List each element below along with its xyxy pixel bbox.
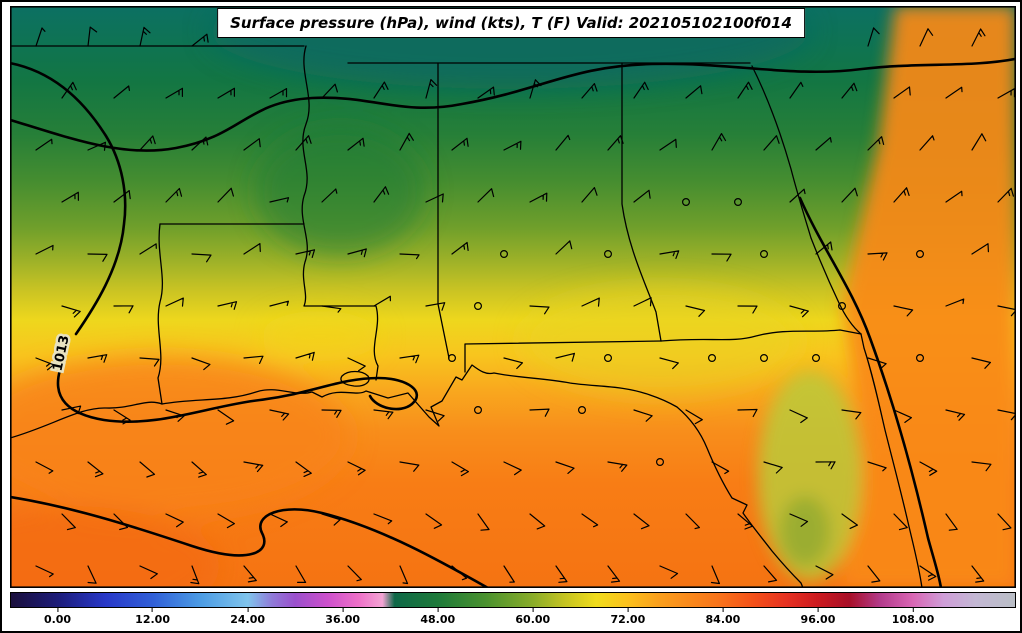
- alabama-florida-border: [464, 340, 662, 373]
- map-frame: [10, 6, 1016, 588]
- colorbar-tick-label: 48.00: [420, 613, 456, 626]
- calm-wind-circle: [500, 250, 509, 259]
- colorbar-tick-mark: [722, 608, 724, 612]
- florida-green-spot: [780, 496, 830, 566]
- colorbar-ticks: 0.00 12.00 24.00 36.00 48.00 60.00 72.00 84.00 9…: [10, 608, 1016, 630]
- colorbar-tick-mark: [912, 608, 914, 612]
- colorbar-tick: 0.00: [44, 608, 71, 626]
- georgia-florida-border: [660, 329, 862, 342]
- mississippi-river-border: [301, 45, 379, 381]
- map-canvas: 1013: [10, 6, 1016, 588]
- colorbar-tick: 12.00: [135, 608, 170, 626]
- colorbar-tick-mark: [627, 608, 629, 612]
- colorbar-tick-mark: [57, 608, 59, 612]
- alabama-georgia-border: [621, 62, 662, 342]
- colorbar-tick: 84.00: [705, 608, 741, 626]
- colorbar-tick: 96.00: [800, 608, 836, 626]
- calm-wind-circle: [915, 250, 924, 259]
- calm-wind-circle: [915, 354, 924, 363]
- calm-wind-circle: [474, 302, 483, 311]
- colorbar-tick-label: 0.00: [43, 613, 72, 626]
- colorbar-tick-mark: [437, 608, 439, 612]
- wind-barbs-layer: [35, 26, 1016, 585]
- colorbar-tick-label: 96.00: [800, 613, 836, 626]
- atlantic-warm-area: [840, 6, 1016, 588]
- colorbar-tick: 48.00: [420, 608, 455, 626]
- colorbar-tick-mark: [532, 608, 534, 612]
- calm-wind-circle: [448, 354, 457, 363]
- georgia-atlantic-coastline: [810, 237, 862, 335]
- calm-wind-circle: [655, 458, 664, 467]
- calm-wind-circle: [577, 406, 586, 415]
- yellow-blob-louisiana: [260, 311, 380, 361]
- calm-wind-circle: [733, 198, 742, 207]
- colorbar-tick-label: 12.00: [135, 613, 170, 626]
- contour-1013-upper: [10, 61, 127, 336]
- map-title-text: Surface pressure (hPa), wind (kts), T (F…: [230, 14, 792, 32]
- pressure-contours: [10, 57, 1016, 588]
- colorbar-tick-label: 108.00: [891, 613, 935, 626]
- calm-wind-circle: [474, 406, 483, 415]
- calm-wind-circle: [759, 354, 768, 363]
- georgia-southcarolina-border: [751, 65, 812, 239]
- calm-wind-circle: [681, 198, 690, 207]
- colorbar-tick-label: 36.00: [325, 613, 361, 626]
- colorbar-tick-label: 72.00: [610, 613, 646, 626]
- wind-barbs: [35, 26, 1016, 585]
- colorbar-tick-label: 24.00: [230, 613, 266, 626]
- contour-north: [10, 57, 1016, 152]
- colorbar-tick: 24.00: [230, 608, 265, 626]
- colorbar-tick-mark: [152, 608, 154, 612]
- warm-blob-gulf-sw: [10, 506, 220, 588]
- colorbar-tick-mark: [817, 608, 819, 612]
- colorbar-tick-mark: [247, 608, 249, 612]
- colorbar-tick-mark: [342, 608, 344, 612]
- florida-east-coastline: [860, 333, 923, 588]
- colorbar-tick: 72.00: [610, 608, 645, 626]
- calm-wind-circle: [707, 354, 716, 363]
- colorbar-tick: 60.00: [515, 608, 550, 626]
- green-blob-mississippi: [255, 126, 425, 256]
- contour-1013-lower: [56, 368, 419, 424]
- calm-wind-circle: [603, 250, 612, 259]
- calm-wind-circle: [759, 250, 768, 259]
- map-plot-area: 1013: [10, 6, 1016, 588]
- colorbar-tick-label: 84.00: [705, 613, 741, 626]
- colorbar-tick: 108.00: [892, 608, 934, 626]
- state-borders: [10, 45, 923, 588]
- contour-atlantic: [798, 196, 943, 588]
- colorbar-gradient: [10, 592, 1016, 608]
- map-title: Surface pressure (hPa), wind (kts), T (F…: [217, 8, 805, 38]
- gulf-coastline: [10, 364, 804, 588]
- colorbar-tick-label: 60.00: [515, 613, 551, 626]
- calm-wind-circle: [811, 354, 820, 363]
- temperature-field: [10, 6, 1016, 588]
- warm-blob-texas-coast: [10, 356, 350, 516]
- colorbar-tick: 36.00: [325, 608, 360, 626]
- calm-wind-circle: [837, 302, 846, 311]
- contour-gulf: [10, 495, 490, 588]
- calm-wind-circle: [603, 354, 612, 363]
- texas-louisiana-border: [157, 223, 163, 405]
